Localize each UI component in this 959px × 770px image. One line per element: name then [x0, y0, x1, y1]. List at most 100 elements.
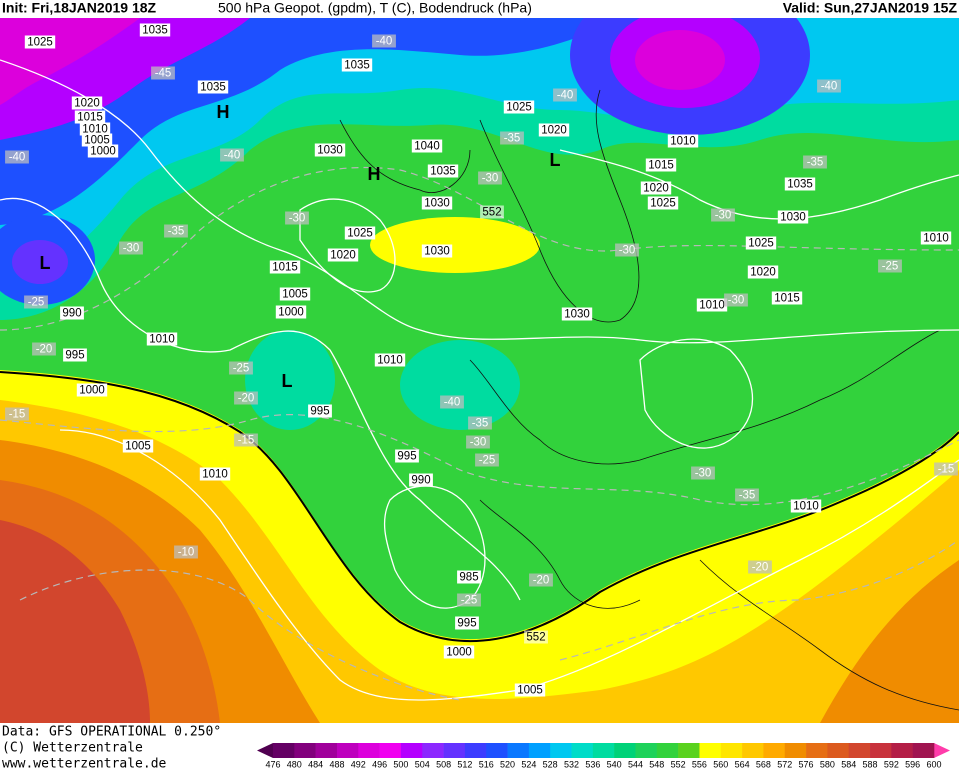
isobar-label-box — [79, 122, 111, 136]
isobar-label-box — [146, 332, 178, 346]
colorbar-low-end — [257, 743, 273, 758]
isobar-label: 1020 — [74, 98, 100, 110]
colorbar-label: 556 — [692, 759, 707, 769]
colorbar-label: 524 — [521, 759, 536, 769]
isobar-label: 1025 — [347, 228, 373, 240]
temperature-label-box — [691, 466, 715, 480]
isobar-label-box — [341, 58, 373, 72]
isobar-label: 1035 — [344, 60, 370, 72]
colorbar-high-end — [934, 743, 950, 758]
colorbar-box — [912, 743, 935, 758]
temperature-label-box — [457, 593, 481, 607]
colorbar-box — [784, 743, 807, 758]
colorbar-label: 516 — [479, 759, 494, 769]
isobar-label: 1015 — [648, 160, 674, 172]
temperature-label: -30 — [289, 213, 306, 225]
isobar-label-box — [74, 110, 106, 124]
isobar-label: 1015 — [77, 112, 103, 124]
isobar-label-box — [745, 236, 777, 250]
temperature-label-box — [615, 243, 639, 257]
isobar-label: 1010 — [377, 355, 403, 367]
colorbar-box — [443, 743, 466, 758]
isobar-label: 1030 — [424, 246, 450, 258]
isobar-label-box — [790, 499, 822, 513]
temperature-label-box — [878, 259, 902, 273]
temperature-label: -40 — [821, 81, 838, 93]
isobar-label-box — [81, 133, 113, 147]
isobar-label: 1000 — [446, 647, 472, 659]
isobar-label-box — [696, 298, 728, 312]
isobar-label-box — [514, 683, 546, 697]
isobar-label: 1010 — [82, 124, 108, 136]
isobar-label-box — [920, 231, 952, 245]
isobar-label-box — [275, 305, 307, 319]
isobar-label: 1040 — [414, 141, 440, 153]
isobar-label: 995 — [457, 618, 476, 630]
pressure-center: H — [217, 102, 230, 122]
isobar-label: 1020 — [643, 183, 669, 195]
isobar-label-box — [503, 100, 535, 114]
temperature-label-box — [119, 241, 143, 255]
temperature-label: -40 — [557, 90, 574, 102]
isobar-line — [639, 338, 753, 449]
colorbar-label: 552 — [671, 759, 686, 769]
isobar-label: 1005 — [282, 289, 308, 301]
colorbar-label: 484 — [308, 759, 323, 769]
temperature-label-box — [466, 435, 490, 449]
pressure-center: L — [282, 371, 293, 391]
temperature-label: -20 — [752, 562, 769, 574]
temperature-label: -25 — [882, 261, 899, 273]
colorbar-label: 512 — [457, 759, 472, 769]
temperature-label-box — [500, 131, 524, 145]
colorbar-box — [550, 743, 572, 758]
isobar-label: 1035 — [200, 82, 226, 94]
isobar-label: 995 — [65, 350, 84, 362]
temperature-label: -10 — [178, 547, 195, 559]
temperature-label-box — [478, 171, 502, 185]
colorbar-label: 492 — [351, 759, 366, 769]
colorbar-label: 528 — [543, 759, 558, 769]
colorbar-box — [422, 743, 444, 758]
colorbar-label: 500 — [393, 759, 408, 769]
temperature-label: -40 — [9, 152, 26, 164]
isobar-label-box — [197, 80, 229, 94]
field-region — [12, 240, 68, 284]
colorbar: 476 480 484 488 492 496 500 504 508 512 516 520 524 5… — [257, 743, 950, 769]
isobar-label-box — [771, 291, 803, 305]
colorbar-label: 564 — [735, 759, 750, 769]
temperature-label-box — [748, 560, 772, 574]
isobar-label: 1020 — [750, 267, 776, 279]
temperature-label-box — [553, 88, 577, 102]
isobar-label: 995 — [310, 406, 329, 418]
colorbar-box — [720, 743, 743, 758]
temperature-label-box — [164, 224, 188, 238]
isobar-label: 1020 — [541, 125, 567, 137]
colorbar-label: 496 — [372, 759, 387, 769]
isobar-label-box — [344, 226, 376, 240]
colorbar-box — [592, 743, 615, 758]
temperature-label: -15 — [9, 409, 26, 421]
temperature-label: -45 — [155, 68, 172, 80]
height-label: 552 — [526, 632, 545, 644]
isobar-label-box — [443, 645, 475, 659]
isobar-label: 1005 — [517, 685, 543, 697]
isobar-label: 1010 — [793, 501, 819, 513]
field-region — [0, 520, 150, 723]
isobar-label-box — [647, 196, 679, 210]
colorbar-label: 572 — [777, 759, 792, 769]
colorbar-box — [486, 743, 508, 758]
temperature-label-box — [24, 295, 48, 309]
isobar-label-box — [71, 96, 103, 110]
colorbar-label: 536 — [585, 759, 600, 769]
isobar-label-box — [784, 177, 816, 191]
colorbar-label: 576 — [799, 759, 814, 769]
field-region — [635, 30, 725, 90]
temperature-label: -30 — [715, 210, 732, 222]
temperature-label: -40 — [376, 36, 393, 48]
temperature-label: -40 — [224, 150, 241, 162]
isobar-label: 1005 — [125, 441, 151, 453]
temperature-label-box — [5, 150, 29, 164]
temperature-label-box — [529, 573, 553, 587]
colorbar-box — [528, 743, 551, 758]
